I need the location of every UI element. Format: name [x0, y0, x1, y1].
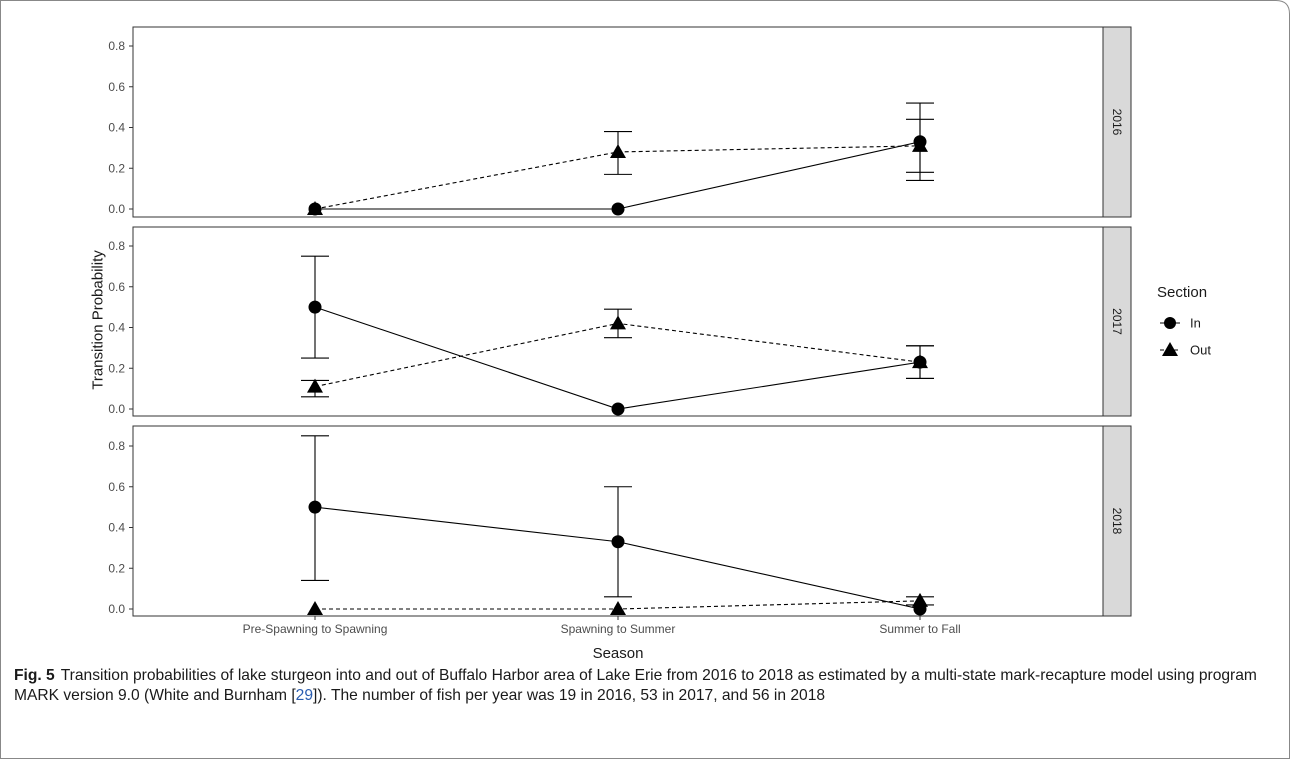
y-axis-title: Transition Probability	[90, 250, 107, 390]
point-in	[611, 202, 625, 216]
point-out	[307, 201, 323, 215]
point-out	[912, 592, 928, 607]
x-axis-title: Season	[593, 645, 644, 662]
y-tick-label: 0.8	[108, 239, 125, 253]
point-in	[611, 535, 625, 549]
panel-border	[132, 26, 1104, 218]
point-out	[307, 601, 323, 615]
panel-2018: 2018 0.0 0.2 0.4 0.6 0.8	[108, 425, 1132, 617]
point-out	[912, 137, 928, 152]
panel-2017: 2017 0.0 0.2 0.4 0.6 0.8	[108, 226, 1132, 417]
y-tick-label: 0.8	[108, 439, 125, 453]
legend: Section In Out	[1157, 284, 1211, 358]
facet-strip	[1102, 226, 1132, 417]
point-in	[308, 300, 322, 314]
facet-strip-label: 2017	[1110, 308, 1124, 335]
legend-entry-in: In	[1160, 316, 1201, 331]
y-tick-label: 0.2	[108, 361, 125, 375]
point-out	[610, 601, 626, 615]
caption-text-part2: ]). The number of fish per year was 19 i…	[313, 687, 826, 704]
caption-text-part1: Transition probabilities of lake sturgeo…	[14, 667, 1257, 704]
reference-link[interactable]: 29	[295, 687, 314, 704]
chart: 20160.00.20.40.60.820170.00.20.40.60.820…	[90, 26, 1211, 662]
y-tick-label: 0.6	[108, 480, 125, 494]
point-out	[610, 143, 626, 158]
facet-strip	[1102, 425, 1132, 617]
y-tick-label: 0.6	[108, 280, 125, 294]
point-in	[308, 500, 322, 514]
y-tick-label: 0.4	[108, 521, 125, 535]
point-out	[307, 378, 323, 393]
figure-caption: Fig. 5 Transition probabilities of lake s…	[14, 666, 1276, 706]
y-tick-label: 0.2	[108, 561, 125, 575]
y-tick-label: 0.0	[108, 602, 125, 616]
facet-strip-label: 2016	[1110, 109, 1124, 136]
panel-2016: 2016 0.0 0.2 0.4 0.6 0.8	[108, 26, 1132, 218]
point-out	[610, 315, 626, 330]
legend-label: Out	[1190, 343, 1211, 358]
y-tick-label: 0.4	[108, 121, 125, 135]
legend-key-marker-triangle	[1162, 342, 1178, 356]
point-in	[611, 402, 625, 416]
legend-title: Section	[1157, 284, 1207, 301]
facet-strip-label: 2018	[1110, 508, 1124, 535]
legend-entry-out: Out	[1160, 342, 1211, 358]
y-tick-label: 0.4	[108, 321, 125, 335]
figure-label: Fig. 5	[14, 667, 55, 684]
x-tick-label: Summer to Fall	[879, 622, 960, 636]
y-tick-label: 0.6	[108, 80, 125, 94]
y-tick-label: 0.0	[108, 202, 125, 216]
y-tick-label: 0.2	[108, 161, 125, 175]
facet-strip	[1102, 26, 1132, 218]
x-tick-label: Pre-Spawning to Spawning	[243, 622, 388, 636]
legend-key-marker-circle	[1164, 317, 1176, 329]
legend-label: In	[1190, 316, 1201, 331]
y-tick-label: 0.8	[108, 39, 125, 53]
point-out	[912, 354, 928, 369]
x-tick-label: Spawning to Summer	[561, 622, 676, 636]
y-tick-label: 0.0	[108, 402, 125, 416]
